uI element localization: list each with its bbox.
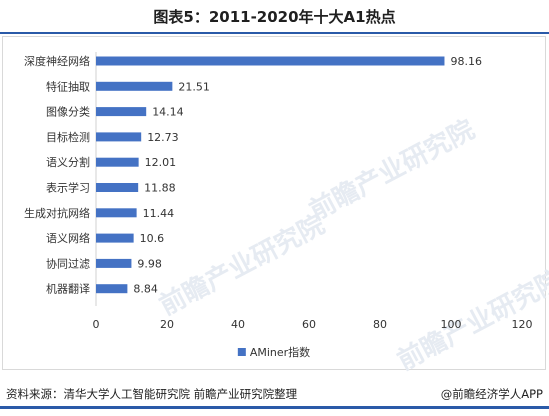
- bar: [96, 208, 137, 218]
- bar-value-label: 21.51: [178, 80, 210, 93]
- category-label: 机器翻译: [46, 282, 90, 296]
- x-tick-label: 60: [302, 318, 316, 331]
- legend-swatch: [237, 348, 246, 356]
- bar-value-label: 14.14: [152, 106, 184, 119]
- bar: [96, 81, 173, 91]
- x-tick-label: 120: [512, 318, 533, 331]
- brand-label: @前瞻经济学人APP: [440, 387, 543, 401]
- bar: [96, 107, 147, 117]
- category-label: 深度神经网络: [24, 54, 90, 68]
- bar: [96, 157, 139, 167]
- source-note: 资料来源：清华大学人工智能研究院 前瞻产业研究院整理: [6, 387, 298, 401]
- bar-value-label: 8.84: [133, 283, 158, 296]
- bar: [96, 183, 139, 192]
- plot-frame: [2, 36, 546, 370]
- x-tick-label: 80: [373, 318, 387, 331]
- bar: [96, 284, 128, 294]
- bar: [96, 56, 445, 66]
- x-tick-label: 20: [160, 318, 174, 331]
- bar: [96, 132, 142, 142]
- bottom-divider: [0, 406, 549, 409]
- category-label: 语义分割: [46, 155, 90, 169]
- bar-value-label: 12.73: [147, 131, 179, 144]
- category-label: 语义网络: [46, 231, 90, 245]
- category-label: 图像分类: [46, 105, 90, 119]
- bar: [96, 233, 134, 243]
- bar-value-label: 11.44: [143, 207, 175, 220]
- category-label: 协同过滤: [46, 256, 90, 270]
- title-divider: [0, 32, 549, 34]
- bar: [96, 258, 132, 268]
- legend-label: AMiner指数: [250, 345, 310, 359]
- category-label: 生成对抗网络: [24, 206, 90, 220]
- x-tick-label: 40: [231, 318, 245, 331]
- bar-value-label: 9.98: [137, 257, 162, 270]
- bar-value-label: 11.88: [144, 182, 176, 195]
- bar-value-label: 98.16: [450, 55, 482, 68]
- bar-value-label: 12.01: [145, 156, 177, 169]
- x-tick-label: 0: [93, 318, 100, 331]
- x-tick-label: 100: [441, 318, 462, 331]
- bar-value-label: 10.6: [140, 232, 165, 245]
- category-label: 目标检测: [46, 130, 90, 144]
- chart-title: 图表5：2011-2020年十大A1热点: [153, 8, 396, 26]
- category-label: 特征抽取: [46, 79, 90, 93]
- category-label: 表示学习: [46, 181, 90, 195]
